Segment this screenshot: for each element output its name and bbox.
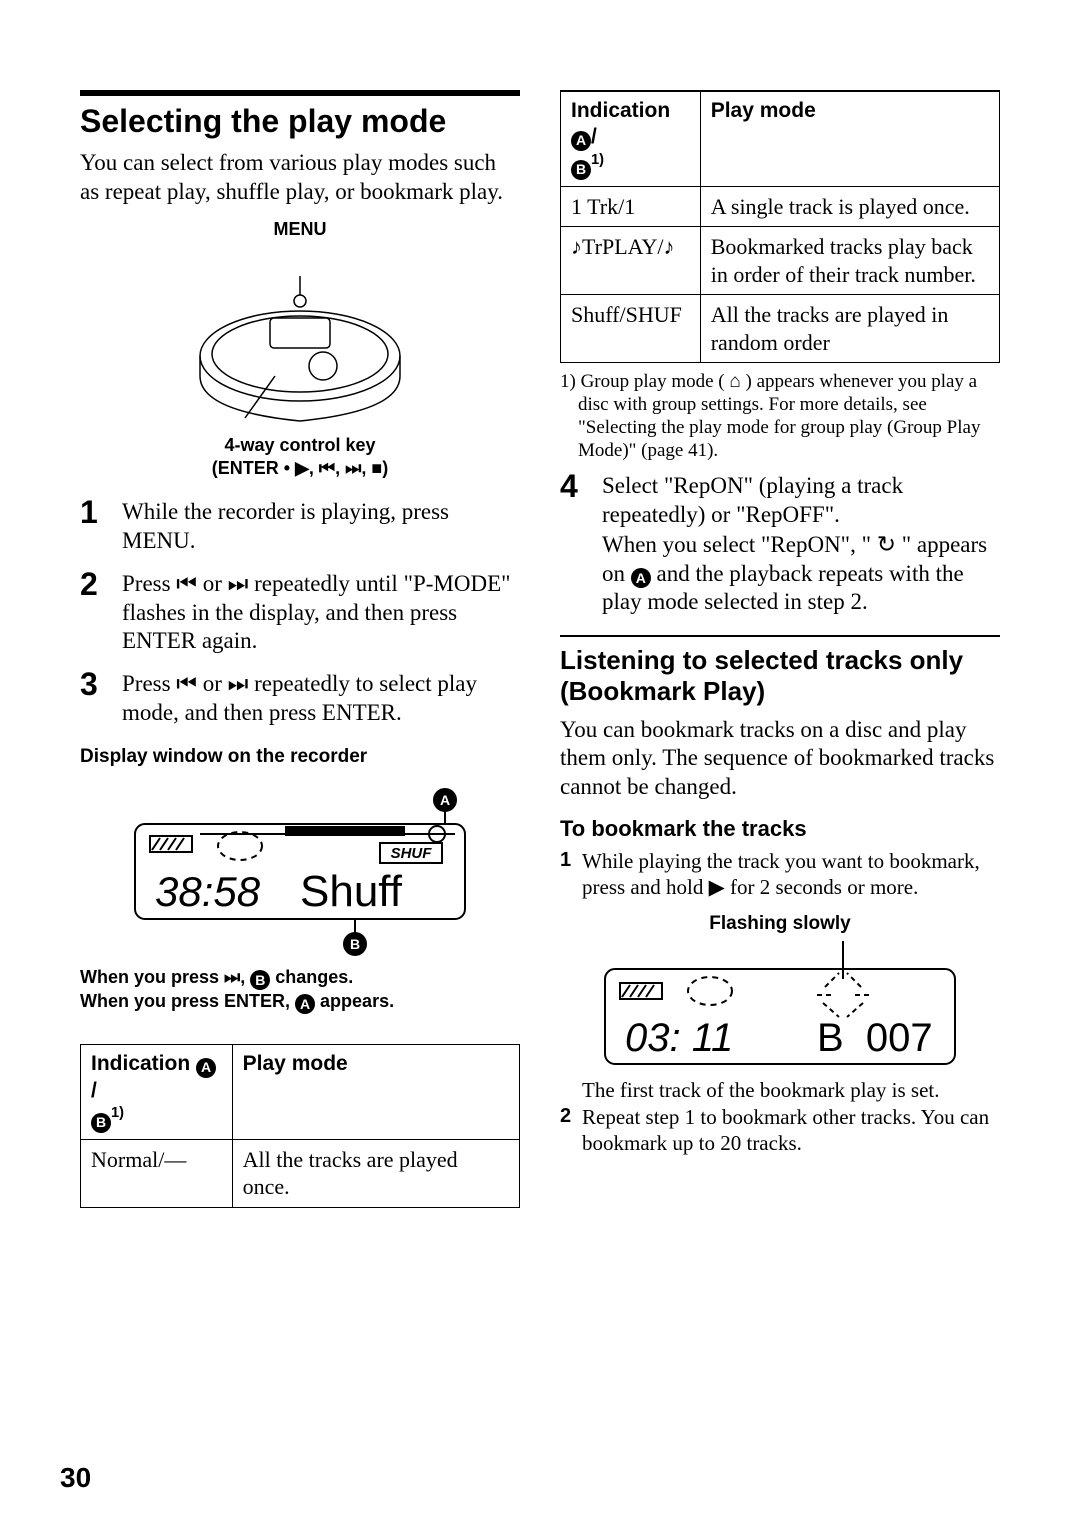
step-4-frag: When you select "RepON", ": [602, 532, 877, 557]
table-cell: All the tracks are played once.: [232, 1139, 519, 1207]
table-cell: 1 Trk/1: [561, 186, 701, 227]
section-rule: [80, 90, 520, 96]
table-cell: TrPLAY/: [561, 227, 701, 295]
table-head-playmode: Play mode: [232, 1044, 519, 1139]
svg-text:Shuff: Shuff: [300, 867, 403, 916]
play-mode-table-part2: Indication A/B1) Play mode 1 Trk/1 A sin…: [560, 90, 1000, 363]
table-cell: Shuff/SHUF: [561, 295, 701, 363]
table-row: Shuff/SHUF All the tracks are played in …: [561, 295, 1000, 363]
table-cell: All the tracks are played in random orde…: [700, 295, 999, 363]
step-3: Press ⏮ or ⏭ repeatedly to select play m…: [80, 670, 520, 728]
marker-b-icon: B: [250, 970, 270, 990]
svg-text:SHUF: SHUF: [391, 845, 433, 862]
display-caption: When you press , B changes. When you pre…: [80, 966, 520, 1014]
table-head-playmode: Play mode: [700, 91, 999, 186]
intro-text: You can select from various play modes s…: [80, 149, 520, 207]
repeat-icon: [877, 532, 896, 557]
step-2: Press ⏮ or ⏭ repeatedly until "P-MODE" f…: [80, 570, 520, 656]
bookmark-steps-cont: Repeat step 1 to bookmark other tracks. …: [560, 1104, 1000, 1157]
bookmark-step-1: While playing the track you want to book…: [560, 848, 1000, 902]
control-key-label: 4-way control key (ENTER • , , , ): [80, 434, 520, 481]
display-heading: Display window on the recorder: [80, 746, 520, 768]
svg-text:A: A: [440, 792, 450, 808]
table-row: 1 Trk/1 A single track is played once.: [561, 186, 1000, 227]
table-cell: Normal/—: [81, 1139, 233, 1207]
table-cell: Bookmarked tracks play back in order of …: [700, 227, 999, 295]
table-row: TrPLAY/ Bookmarked tracks play back in o…: [561, 227, 1000, 295]
subsection-intro: You can bookmark tracks on a disc and pl…: [560, 716, 1000, 802]
step-1: While the recorder is playing, press MEN…: [80, 498, 520, 556]
flashing-label: Flashing slowly: [560, 913, 1000, 935]
prev-icon: [319, 458, 335, 478]
bookmark-icon: [571, 234, 582, 259]
next-icon: [345, 458, 361, 478]
left-column: Selecting the play mode You can select f…: [80, 90, 520, 1208]
next-icon: [224, 967, 240, 987]
display-window-figure: A SHUF 38:58 Shuff B: [125, 786, 475, 956]
play-icon: [709, 875, 725, 899]
svg-text:B: B: [350, 936, 360, 952]
bookmark-icon: [664, 234, 675, 259]
stop-icon: [371, 458, 382, 478]
display-window-figure-2: 03: 11 B 007: [595, 939, 965, 1069]
table-cell: A single track is played once.: [700, 186, 999, 227]
marker-a-icon: A: [295, 994, 315, 1014]
right-column: Indication A/B1) Play mode 1 Trk/1 A sin…: [560, 90, 1000, 1208]
step-4: Select "RepON" (playing a track repeated…: [560, 472, 1000, 617]
table-head-indication: Indication A/B1): [81, 1044, 233, 1139]
device-illustration: [175, 246, 425, 426]
bookmark-steps: While playing the track you want to book…: [560, 848, 1000, 902]
step-4-frag: and the playback repeats with the play m…: [602, 561, 964, 615]
section-title: Selecting the play mode: [80, 104, 520, 139]
play-mode-table-part1: Indication A/B1) Play mode Normal/— All …: [80, 1044, 520, 1208]
after-figure-note: The first track of the bookmark play is …: [560, 1077, 1000, 1103]
table-row: Normal/— All the tracks are played once.: [81, 1139, 520, 1207]
bm-step1-frag: for 2 seconds or more.: [725, 875, 919, 899]
play-icon: [295, 458, 309, 478]
bookmark-heading: To bookmark the tracks: [560, 816, 1000, 842]
menu-label: MENU: [80, 219, 520, 240]
table-footnote: 1) Group play mode ( ⌂ ) appears wheneve…: [560, 371, 1000, 462]
control-key-line1: 4-way control key: [224, 435, 375, 455]
bookmark-step-2: Repeat step 1 to bookmark other tracks. …: [560, 1104, 1000, 1157]
subsection-rule: [560, 635, 1000, 637]
svg-text:38:58: 38:58: [155, 868, 261, 915]
step-4-line1: Select "RepON" (playing a track repeated…: [602, 473, 903, 527]
svg-text:03: 11: 03: 11: [625, 1016, 733, 1060]
subsection-title: Listening to selected tracks only (Bookm…: [560, 645, 1000, 707]
table-head-indication: Indication A/B1): [561, 91, 701, 186]
svg-text:B 007: B 007: [817, 1016, 933, 1060]
steps-list-continued: Select "RepON" (playing a track repeated…: [560, 472, 1000, 617]
page-number: 30: [60, 1462, 91, 1494]
steps-list: While the recorder is playing, press MEN…: [80, 498, 520, 727]
marker-a-icon: A: [631, 568, 651, 588]
